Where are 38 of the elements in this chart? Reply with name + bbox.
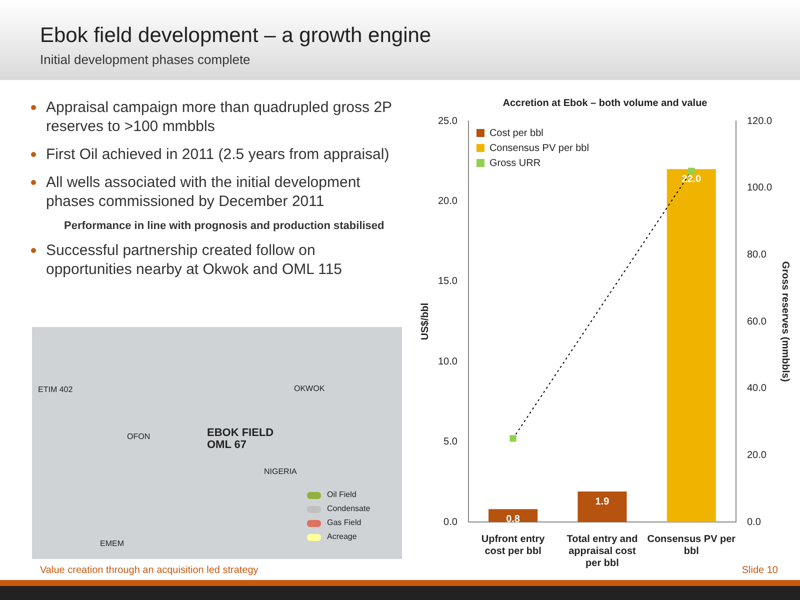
x-tick-label: Consensus PV per bbl bbox=[647, 534, 736, 557]
bar bbox=[578, 492, 627, 522]
legend-label: Cost per bbl bbox=[489, 128, 544, 139]
y-tick-label: 25.0 bbox=[438, 116, 458, 127]
text: Accretion at Ebok – both volume and value bbox=[502, 98, 708, 109]
y2-tick-label: 0.0 bbox=[746, 516, 762, 528]
y-axis-title: US$/bbl bbox=[420, 302, 431, 340]
y-tick-label: 5.0 bbox=[444, 436, 458, 448]
legend-label: Gross URR bbox=[489, 158, 541, 169]
map-picture: ETIM 402 OFON OKWOK EBOK FIELD OML 67 NIGERIA EMEM Oil Field Condensate Gas Field Acreage bbox=[32, 327, 402, 559]
y2-axis-title: Gross reserves (mmbbls) bbox=[779, 261, 790, 382]
y2-tick-label: 120.0 bbox=[746, 116, 772, 127]
legend-label: Consensus PV per bbl bbox=[489, 142, 589, 154]
y2-tick-label: 60.0 bbox=[746, 316, 767, 328]
y2-tick-label: 100.0 bbox=[746, 182, 772, 194]
x-tick-label: Upfront entry cost per bbl bbox=[481, 534, 546, 557]
y-tick-label: 15.0 bbox=[438, 276, 458, 288]
text: First Oil achieved in 2011 (2.5 years from appraisal) bbox=[45, 145, 390, 164]
data-label: 1.9 bbox=[595, 496, 610, 508]
text: Performance in line with prognosis and production stabilised bbox=[63, 220, 386, 232]
y2-tick-label: 80.0 bbox=[746, 249, 767, 260]
data-label: 22.0 bbox=[682, 174, 702, 186]
text: Successful partnership created follow on opportunities nearby at Okwok and OML 115 bbox=[45, 241, 344, 279]
bar bbox=[666, 169, 716, 522]
x-tick-label: Total entry and appraisal cost per bbl bbox=[566, 534, 638, 569]
y-tick-label: 10.0 bbox=[438, 356, 458, 368]
text: Value creation through an acquisition led strategy bbox=[40, 565, 258, 576]
text: Slide 10 bbox=[742, 565, 778, 576]
y-tick-label: 0.0 bbox=[444, 516, 458, 528]
data-label: 0.8 bbox=[506, 514, 520, 526]
text: Ebok field development – a growth engine bbox=[40, 24, 432, 48]
text: Initial development phases complete bbox=[40, 52, 250, 67]
y2-tick-label: 20.0 bbox=[746, 450, 767, 461]
text: Appraisal campaign more than quadrupled gross 2P reserves to >100 mmbbls bbox=[45, 98, 393, 136]
y2-tick-label: 40.0 bbox=[746, 383, 767, 394]
text: All wells associated with the initial development phases commissioned by December 2011 bbox=[45, 173, 362, 211]
y-tick-label: 20.0 bbox=[438, 196, 458, 207]
bar bbox=[488, 509, 538, 522]
